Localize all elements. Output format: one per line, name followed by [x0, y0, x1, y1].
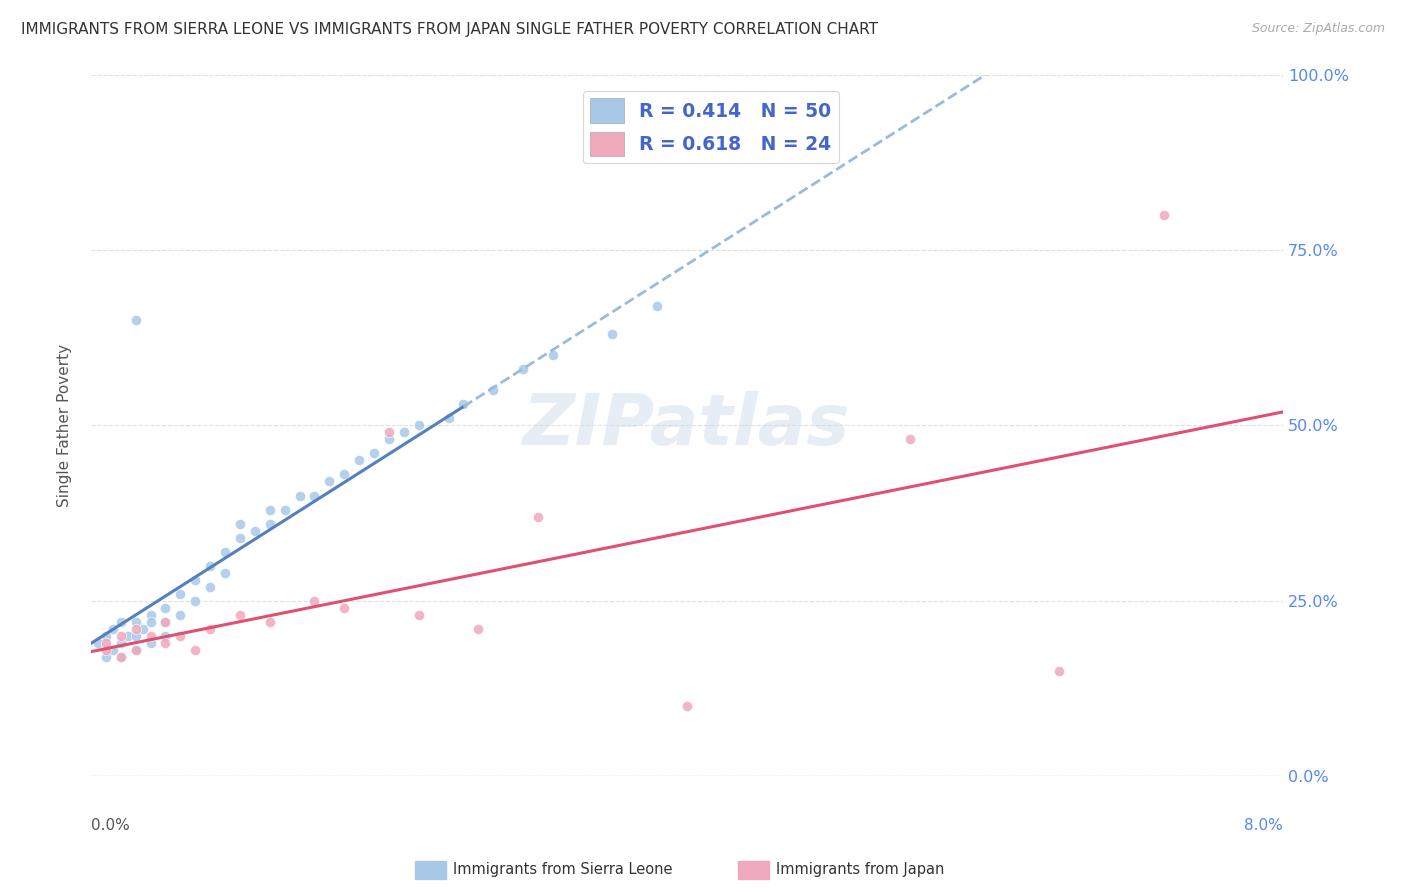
- Point: [229, 516, 252, 531]
- Point: [333, 467, 356, 482]
- Point: [1049, 664, 1071, 678]
- Point: [676, 699, 699, 714]
- Point: [184, 573, 207, 587]
- Point: [94, 636, 117, 650]
- Point: [363, 446, 385, 460]
- Point: [273, 502, 295, 516]
- Point: [155, 636, 177, 650]
- Point: [645, 299, 668, 313]
- Point: [512, 362, 534, 376]
- Point: [378, 433, 401, 447]
- Point: [124, 615, 146, 629]
- Point: [94, 649, 117, 664]
- Point: [110, 649, 132, 664]
- Point: [214, 566, 236, 580]
- Point: [155, 600, 177, 615]
- Text: 0.0%: 0.0%: [91, 818, 129, 833]
- Point: [602, 327, 624, 342]
- Point: [124, 313, 146, 327]
- Point: [229, 607, 252, 622]
- Point: [198, 622, 221, 636]
- Point: [198, 558, 221, 573]
- Point: [155, 615, 177, 629]
- Point: [467, 622, 489, 636]
- Point: [243, 524, 266, 538]
- Point: [169, 607, 191, 622]
- Text: 8.0%: 8.0%: [1244, 818, 1282, 833]
- Point: [259, 615, 281, 629]
- Point: [110, 629, 132, 643]
- Point: [110, 649, 132, 664]
- Point: [304, 594, 326, 608]
- Point: [87, 636, 110, 650]
- Point: [527, 509, 550, 524]
- Point: [169, 629, 191, 643]
- Point: [288, 489, 311, 503]
- Point: [103, 622, 125, 636]
- Point: [94, 643, 117, 657]
- Point: [392, 425, 415, 440]
- Point: [124, 629, 146, 643]
- Text: IMMIGRANTS FROM SIERRA LEONE VS IMMIGRANTS FROM JAPAN SINGLE FATHER POVERTY CORR: IMMIGRANTS FROM SIERRA LEONE VS IMMIGRAN…: [21, 22, 879, 37]
- Point: [408, 607, 430, 622]
- Point: [900, 433, 922, 447]
- Point: [139, 636, 162, 650]
- Point: [1153, 208, 1175, 222]
- Point: [169, 587, 191, 601]
- Point: [155, 629, 177, 643]
- Point: [124, 643, 146, 657]
- Point: [333, 600, 356, 615]
- Text: ZIPatlas: ZIPatlas: [523, 391, 851, 460]
- Point: [408, 418, 430, 433]
- Point: [318, 475, 340, 489]
- Point: [214, 544, 236, 558]
- Point: [304, 489, 326, 503]
- Point: [259, 516, 281, 531]
- Point: [139, 607, 162, 622]
- Point: [110, 615, 132, 629]
- Point: [541, 348, 564, 362]
- Text: Immigrants from Japan: Immigrants from Japan: [776, 863, 945, 877]
- Point: [124, 643, 146, 657]
- Point: [110, 636, 132, 650]
- Point: [139, 615, 162, 629]
- Point: [482, 384, 505, 398]
- Text: Source: ZipAtlas.com: Source: ZipAtlas.com: [1251, 22, 1385, 36]
- Point: [229, 531, 252, 545]
- Point: [378, 425, 401, 440]
- Point: [347, 453, 370, 467]
- Point: [103, 643, 125, 657]
- Point: [124, 622, 146, 636]
- Point: [259, 502, 281, 516]
- Point: [139, 629, 162, 643]
- Legend: R = 0.414   N = 50, R = 0.618   N = 24: R = 0.414 N = 50, R = 0.618 N = 24: [583, 91, 839, 163]
- Point: [184, 643, 207, 657]
- Point: [132, 622, 155, 636]
- Point: [155, 615, 177, 629]
- Y-axis label: Single Father Poverty: Single Father Poverty: [58, 343, 72, 507]
- Point: [437, 411, 460, 425]
- Point: [184, 594, 207, 608]
- Point: [94, 629, 117, 643]
- Point: [453, 397, 475, 411]
- Point: [198, 580, 221, 594]
- Point: [117, 629, 139, 643]
- Text: Immigrants from Sierra Leone: Immigrants from Sierra Leone: [453, 863, 672, 877]
